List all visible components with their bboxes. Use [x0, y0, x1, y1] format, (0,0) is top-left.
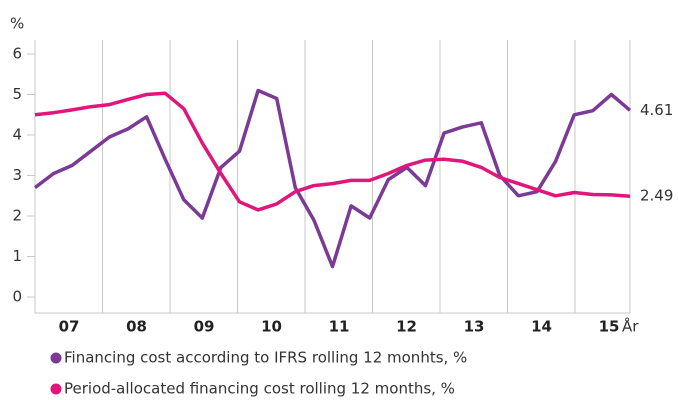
end-label: 2.49 [640, 187, 673, 205]
y-tick-label: 3 [12, 166, 22, 184]
legend-label: Period-allocated financing cost rolling … [64, 380, 455, 398]
series-line [33, 88, 632, 269]
x-axis-label: År [622, 317, 639, 336]
year-label: 08 [126, 318, 147, 336]
legend-label: Financing cost according to IFRS rolling… [64, 349, 467, 367]
y-tick-label: 5 [12, 85, 22, 103]
year-label: 15 [599, 318, 620, 336]
year-label: 11 [329, 318, 350, 336]
y-tick-label: 2 [12, 207, 22, 225]
y-axis-label: % [10, 15, 24, 33]
y-tick-label: 6 [12, 45, 22, 63]
year-label: 13 [464, 318, 485, 336]
legend-marker [50, 352, 62, 364]
y-tick-label: 1 [12, 247, 22, 265]
year-label: 12 [396, 318, 417, 336]
year-label: 07 [59, 318, 80, 336]
year-label: 14 [531, 318, 552, 336]
series-line [34, 91, 631, 212]
year-label: 10 [261, 318, 282, 336]
end-label: 4.61 [640, 101, 673, 119]
y-tick-label: 4 [12, 126, 22, 144]
year-label: 09 [194, 318, 215, 336]
y-tick-label: 0 [12, 288, 22, 306]
legend-marker [50, 383, 62, 395]
